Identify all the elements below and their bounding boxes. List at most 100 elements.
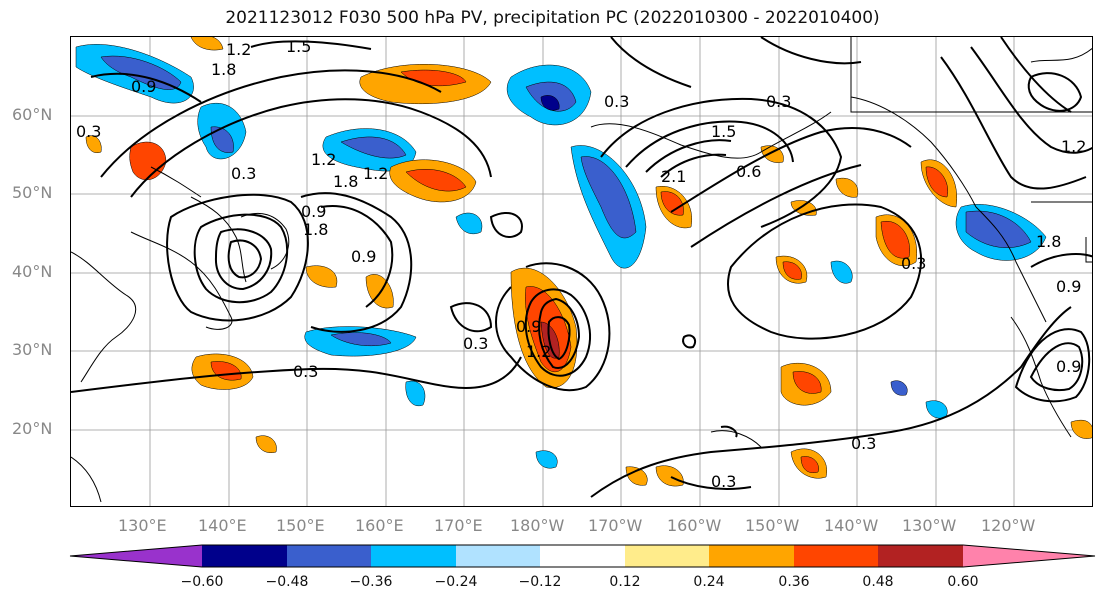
neg-region <box>925 400 948 419</box>
lat-label-50n: 50°N <box>12 183 53 202</box>
neg-region <box>580 156 637 239</box>
contour-label: 0.3 <box>711 472 736 491</box>
map-title: 2021123012 F030 500 hPa PV, precipitatio… <box>225 8 880 28</box>
pos-region <box>800 456 819 473</box>
map-panel: 1.2 1.5 0.9 1.8 0.3 0.3 0.3 1.2 1.8 1.2 … <box>70 36 1093 507</box>
pos-region <box>405 169 467 192</box>
colorbar-cell <box>709 545 794 567</box>
colorbar-tick-label: −0.36 <box>349 574 393 590</box>
lon-label: 120°W <box>981 516 1036 535</box>
neg-region <box>330 332 392 347</box>
colorbar-cell <box>794 545 878 567</box>
lat-label-60n: 60°N <box>12 105 53 124</box>
lon-label: 170°W <box>588 516 643 535</box>
contour-label: 0.3 <box>231 164 256 183</box>
contour-label: 1.8 <box>303 220 328 239</box>
pos-region <box>255 435 277 453</box>
pos-region <box>1070 419 1092 439</box>
contour-label: 1.2 <box>311 150 336 169</box>
pos-region <box>129 141 167 181</box>
colorbar-tick-label: −0.60 <box>180 574 224 590</box>
contour-label: 0.9 <box>351 247 376 266</box>
contour-label: 1.2 <box>526 342 551 361</box>
colorbar-cell <box>371 545 456 567</box>
lon-label: 150°E <box>276 516 325 535</box>
colorbar-cell <box>287 545 371 567</box>
pos-region <box>190 37 224 51</box>
contour-label: 0.9 <box>1056 357 1081 376</box>
contour-label: 0.3 <box>293 362 318 381</box>
contour-label: 2.1 <box>661 167 686 186</box>
pos-region <box>305 265 338 288</box>
colorbar-cell <box>878 545 963 567</box>
lon-label: 160°E <box>355 516 404 535</box>
contour-label: 0.3 <box>463 334 488 353</box>
colorbar-cell <box>70 545 202 567</box>
lon-label: 130°E <box>118 516 167 535</box>
contour-label: 0.9 <box>1056 277 1081 296</box>
pos-region <box>792 371 822 394</box>
colorbar-cell <box>202 545 287 567</box>
contour-label: 1.8 <box>211 60 236 79</box>
precipitation-shading <box>75 37 1092 487</box>
contour-label: 1.5 <box>711 122 736 141</box>
pos-region <box>660 191 684 216</box>
pos-region <box>625 466 648 486</box>
pos-region <box>880 220 910 259</box>
contour-label: 1.2 <box>1061 137 1086 156</box>
colorbar <box>69 544 1096 568</box>
colorbar-tick-label: −0.12 <box>518 574 562 590</box>
lon-label: 130°W <box>902 516 957 535</box>
colorbar-tick-label: 0.12 <box>609 574 641 590</box>
neg-region <box>965 210 1032 248</box>
contour-label-group: 1.2 1.5 0.9 1.8 0.3 0.3 0.3 1.2 1.8 1.2 … <box>76 37 1086 491</box>
contour-label: 1.8 <box>1036 232 1061 251</box>
lon-label: 140°E <box>198 516 247 535</box>
contour-label: 1.2 <box>226 40 251 59</box>
lat-label-20n: 20°N <box>12 419 53 438</box>
neg-region <box>340 136 407 159</box>
lon-label: 170°E <box>434 516 483 535</box>
colorbar-cell <box>540 545 625 567</box>
contour-label: 0.3 <box>76 122 101 141</box>
colorbar-cell <box>625 545 709 567</box>
contour-label: 1.2 <box>363 164 388 183</box>
lat-label-40n: 40°N <box>12 262 53 281</box>
colorbar-tick-label: 0.60 <box>947 574 979 590</box>
contour-label: 0.6 <box>736 162 761 181</box>
pos-region <box>835 177 859 198</box>
colorbar-tick-label: −0.48 <box>265 574 309 590</box>
neg-region <box>830 260 853 284</box>
contour-label: 0.3 <box>851 434 876 453</box>
coastlines <box>71 37 1092 503</box>
lon-label: 160°W <box>667 516 722 535</box>
contour-label: 0.9 <box>301 202 326 221</box>
colorbar-cell <box>456 545 540 567</box>
contour-label: 1.8 <box>333 172 358 191</box>
lon-label: 180°W <box>510 516 565 535</box>
contour-label: 0.3 <box>901 254 926 273</box>
neg-region <box>540 95 560 111</box>
colorbar-tick-label: −0.24 <box>434 574 478 590</box>
pv-contours <box>71 37 1092 498</box>
neg-region <box>890 380 908 396</box>
colorbar-outline <box>69 544 1096 568</box>
pos-region <box>85 135 102 153</box>
pos-region <box>782 261 802 280</box>
contour-label: 1.5 <box>286 37 311 56</box>
contour-label: 0.9 <box>131 77 156 96</box>
contour-label: 0.3 <box>766 92 791 111</box>
colorbar-cell <box>963 545 1095 567</box>
neg-region <box>405 380 426 407</box>
lon-label: 150°W <box>745 516 800 535</box>
lon-label: 140°W <box>824 516 879 535</box>
neg-region <box>535 450 558 469</box>
lat-label-30n: 30°N <box>12 340 53 359</box>
pos-region <box>655 465 684 487</box>
pos-region <box>925 166 949 198</box>
neg-region <box>455 212 483 235</box>
map-plot: 1.2 1.5 0.9 1.8 0.3 0.3 0.3 1.2 1.8 1.2 … <box>71 37 1092 506</box>
contour-label: 0.9 <box>516 317 541 336</box>
contour-label: 0.3 <box>604 92 629 111</box>
colorbar-tick-label: 0.48 <box>862 574 894 590</box>
